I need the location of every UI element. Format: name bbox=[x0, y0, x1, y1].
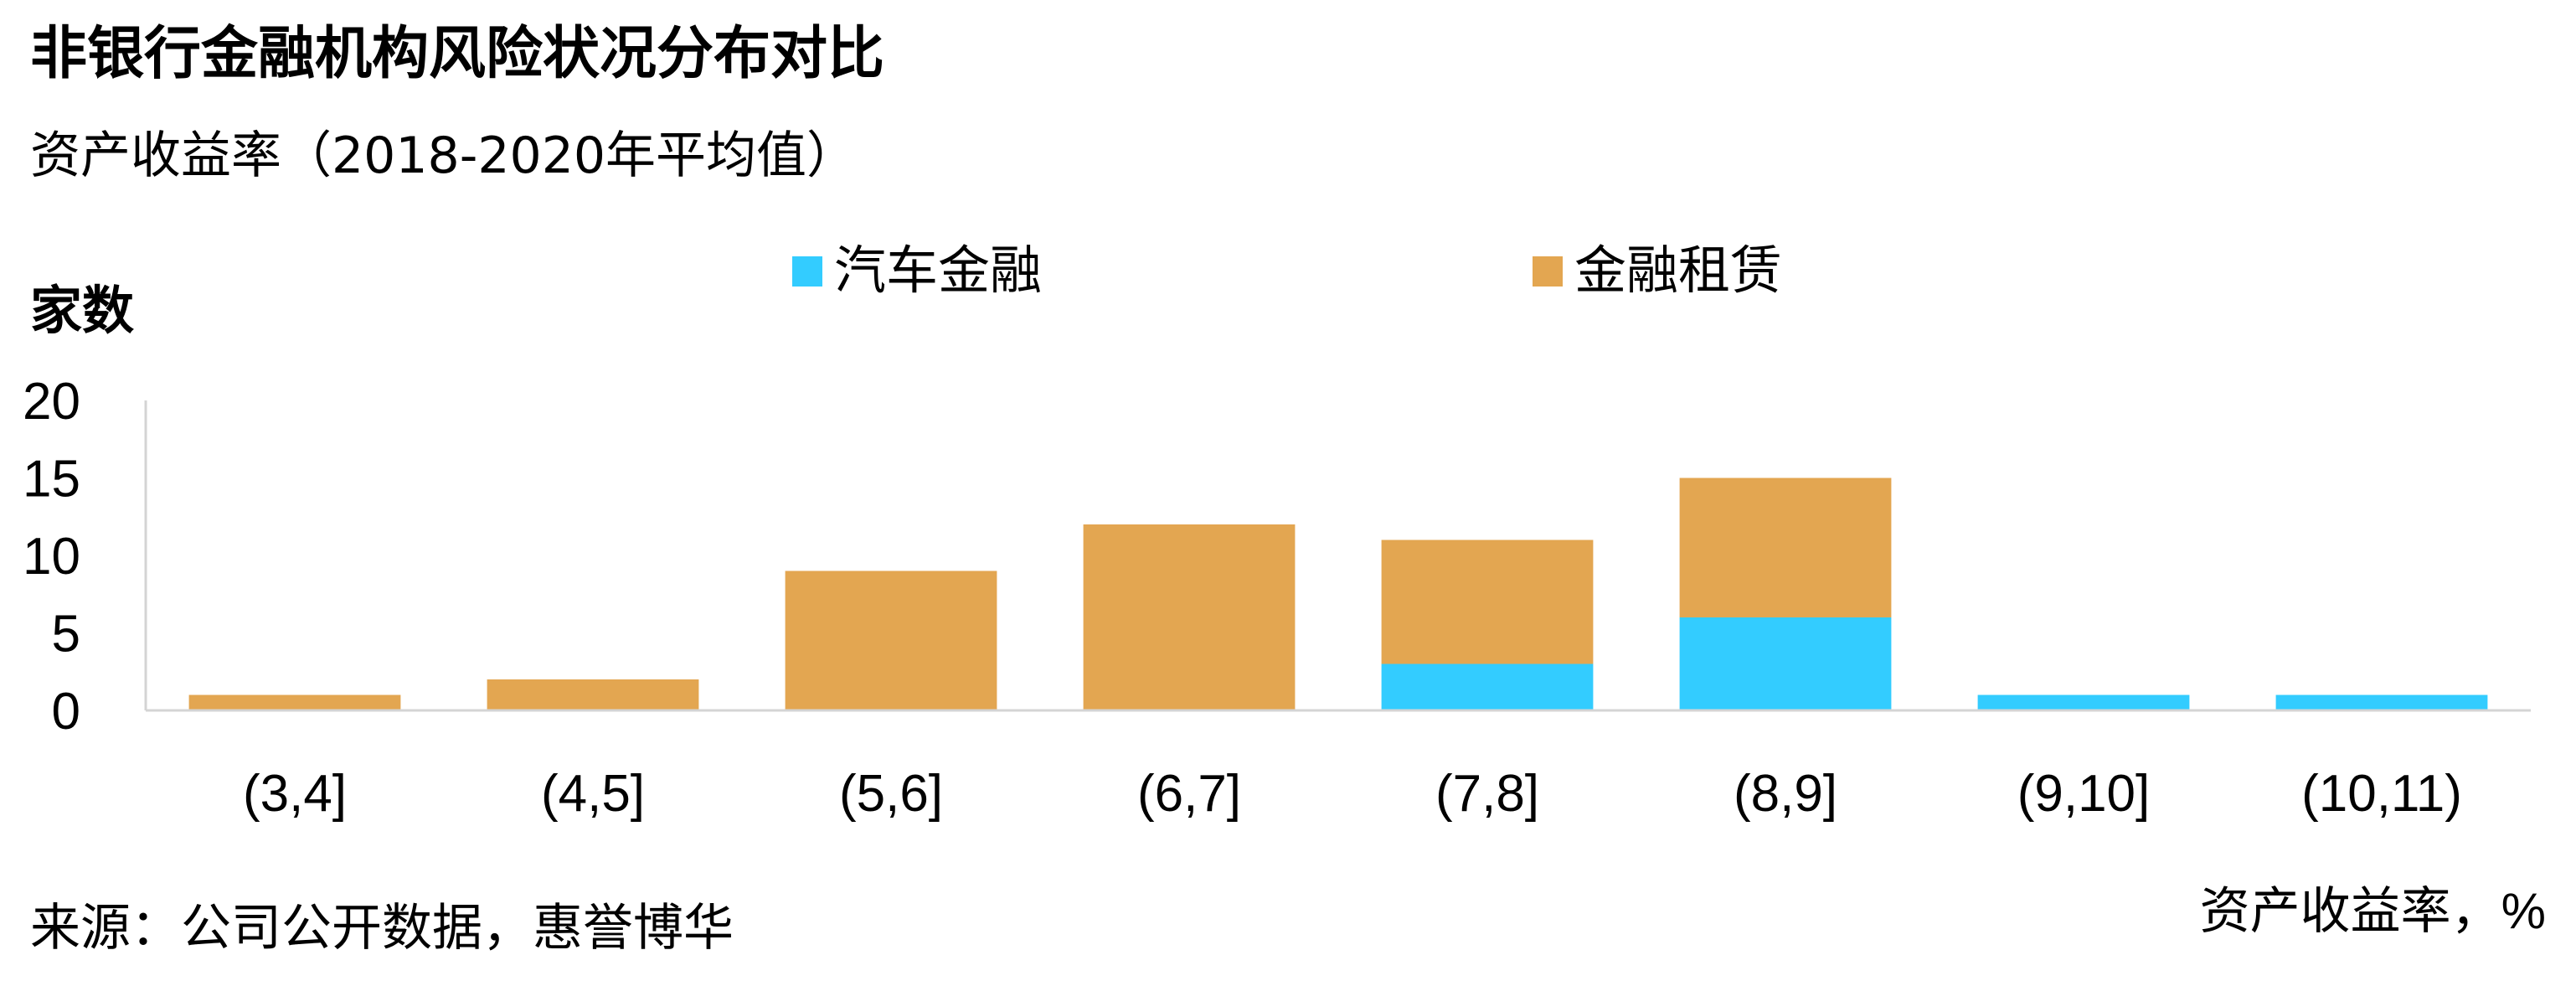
bar-segment bbox=[2275, 694, 2488, 710]
x-axis-ticks: (3,4] (4,5] (5,6] (6,7] (7,8] (8,9] (9,10] (10,… bbox=[243, 765, 2462, 823]
y-tick-label: 0 bbox=[52, 683, 80, 741]
y-axis-ticks: 0 5 10 15 20 bbox=[23, 373, 80, 741]
bar-segment bbox=[1977, 694, 2190, 710]
x-tick-label: (7,8] bbox=[1435, 765, 1539, 823]
x-tick-label: (5,6] bbox=[839, 765, 943, 823]
source-note: 来源：公司公开数据，惠誉博华 bbox=[30, 899, 734, 958]
bar-segment bbox=[1679, 478, 1892, 617]
x-tick-label: (9,10] bbox=[2017, 765, 2151, 823]
y-tick-label: 15 bbox=[23, 451, 80, 509]
bar-segment bbox=[1679, 617, 1892, 710]
bar-segment bbox=[487, 679, 699, 710]
chart-subtitle: 资产收益率（2018-2020年平均值） bbox=[30, 126, 858, 185]
legend-swatch bbox=[1533, 256, 1563, 287]
x-tick-label: (4,5] bbox=[541, 765, 645, 823]
y-tick-label: 5 bbox=[52, 606, 80, 663]
x-tick-label: (6,7] bbox=[1137, 765, 1241, 823]
y-tick-label: 10 bbox=[23, 528, 80, 586]
x-tick-label: (8,9] bbox=[1734, 765, 1837, 823]
x-tick-label: (3,4] bbox=[243, 765, 347, 823]
x-axis-label: 资产收益率，% bbox=[2200, 883, 2546, 939]
legend: 汽车金融 金融租赁 bbox=[792, 242, 1782, 300]
x-tick-label: (10,11) bbox=[2301, 765, 2462, 823]
chart-title: 非银行金融机构风险状况分布对比 bbox=[30, 21, 885, 87]
legend-label: 金融租赁 bbox=[1574, 242, 1782, 300]
y-tick-label: 20 bbox=[23, 373, 80, 431]
bar-segment bbox=[188, 694, 401, 710]
legend-swatch bbox=[792, 256, 822, 287]
bar-segment bbox=[1381, 540, 1594, 664]
bar-segment bbox=[1083, 524, 1296, 710]
legend-label: 汽车金融 bbox=[834, 242, 1042, 300]
bar-segment bbox=[1381, 663, 1594, 710]
bar-segment bbox=[785, 571, 997, 710]
bars bbox=[188, 478, 2488, 710]
y-axis-label: 家数 bbox=[30, 282, 134, 340]
